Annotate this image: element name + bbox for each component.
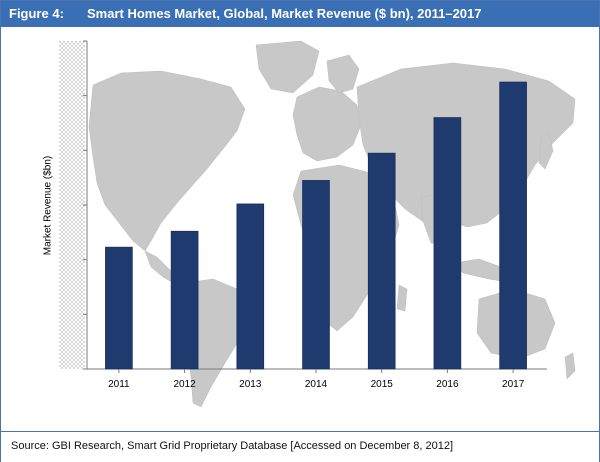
bar-2011 bbox=[105, 246, 133, 370]
map-scandinavia bbox=[326, 54, 360, 94]
bars bbox=[105, 81, 527, 370]
map-new-zealand bbox=[564, 352, 576, 380]
bar-2015 bbox=[367, 152, 396, 370]
y-axis-band bbox=[59, 41, 85, 369]
figure-header: Figure 4: Smart Homes Market, Global, Ma… bbox=[1, 1, 599, 27]
figure-footer: Source: GBI Research, Smart Grid Proprie… bbox=[1, 431, 599, 462]
bar-2014 bbox=[302, 180, 330, 370]
x-tick-label-2011: 2011 bbox=[108, 379, 130, 390]
source-note: Source: GBI Research, Smart Grid Proprie… bbox=[11, 440, 454, 452]
map-north-america bbox=[88, 70, 246, 252]
bar-chart: 2011 2012 2013 2014 2015 2016 2017 bbox=[59, 40, 576, 408]
map-greenland bbox=[255, 40, 320, 94]
map-madagascar bbox=[396, 284, 408, 312]
chart-area: 2011 2012 2013 2014 2015 2016 2017 Market Reve… bbox=[1, 27, 599, 429]
map-europe bbox=[292, 86, 362, 162]
bar-2016 bbox=[433, 117, 462, 370]
y-axis-label: Market Revenue ($bn) bbox=[42, 155, 54, 255]
map-japan bbox=[538, 132, 554, 170]
figure-label: Figure 4: bbox=[9, 6, 64, 21]
x-tick-label-2016: 2016 bbox=[436, 379, 459, 390]
figure-title: Smart Homes Market, Global, Market Reven… bbox=[87, 6, 482, 21]
y-ticks bbox=[83, 40, 87, 370]
x-tick-labels: 2011 2012 2013 2014 2015 2016 2017 bbox=[108, 369, 525, 390]
x-tick-label-2015: 2015 bbox=[371, 379, 394, 390]
x-tick-label-2014: 2014 bbox=[305, 379, 328, 390]
bar-2017 bbox=[499, 81, 527, 370]
x-tick-label-2017: 2017 bbox=[502, 379, 525, 390]
bar-2012 bbox=[170, 230, 199, 370]
bar-2013 bbox=[236, 203, 265, 370]
x-tick-label-2012: 2012 bbox=[173, 379, 196, 390]
x-tick-label-2013: 2013 bbox=[239, 379, 262, 390]
